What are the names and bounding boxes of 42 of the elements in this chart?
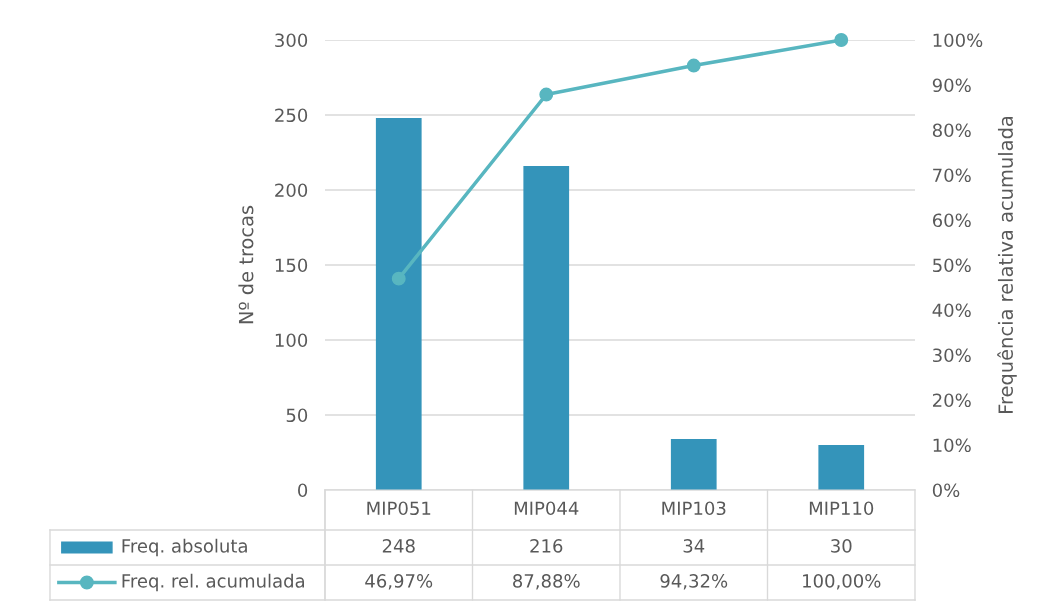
data-label: 100,00% [803,574,881,590]
bar [375,118,422,490]
legend-label: Freq. absoluta [122,538,247,557]
y-tick-label: 200 [275,183,308,198]
data-label: 216 [530,539,563,553]
y-tick-label: 0 [298,483,308,498]
y2-tick-label: 40% [932,303,971,318]
point [686,58,701,73]
y2-tick-label: 10% [933,438,971,453]
y2-tick-label: 90% [932,78,971,93]
data-label: 30 [831,539,852,553]
y-axis-title: Nº de trocas [238,205,254,324]
y-tick-label: 300 [275,33,308,48]
y2-tick-label: 20% [932,393,971,408]
y-tick-label: 250 [275,108,308,123]
y-tick-label: 150 [275,258,308,273]
x-tick-label: MIP044 [514,501,579,516]
y-tick-label: 50 [286,408,308,423]
x-tick-label: MIP103 [662,501,726,516]
data-label: 248 [382,539,415,553]
x-tick-label: MIP051 [367,501,431,516]
y2-axis-title: Frequência relativa acumulada [997,116,1017,413]
data-label: 46,97% [365,574,433,590]
y2-tick-label: 30% [933,348,971,363]
y2-tick-label: 50% [933,258,971,273]
x-tick-label: MIP110 [809,501,874,516]
bar [818,445,865,490]
y2-tick-label: 60% [932,213,971,228]
y-tick-label: 100 [275,333,308,348]
bar [523,166,570,490]
data-label: 87,88% [513,574,580,590]
point [391,271,406,286]
data-label: 94,32% [660,574,728,590]
data-label: 34 [683,539,705,553]
bar [670,439,717,490]
point [834,33,849,47]
legend-label: Freq. rel. acumulada [122,573,304,592]
y2-tick-label: 80% [932,123,971,138]
y2-tick-label: 100% [933,33,983,48]
y2-tick-label: 0% [932,483,960,498]
y2-tick-label: 70% [933,168,971,183]
point [539,87,554,102]
